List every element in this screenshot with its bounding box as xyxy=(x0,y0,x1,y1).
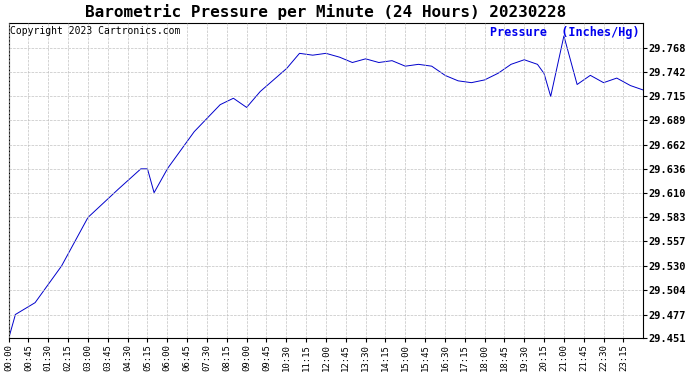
Text: Pressure  (Inches/Hg): Pressure (Inches/Hg) xyxy=(490,26,640,39)
Title: Barometric Pressure per Minute (24 Hours) 20230228: Barometric Pressure per Minute (24 Hours… xyxy=(85,4,566,20)
Text: Copyright 2023 Cartronics.com: Copyright 2023 Cartronics.com xyxy=(10,26,180,36)
